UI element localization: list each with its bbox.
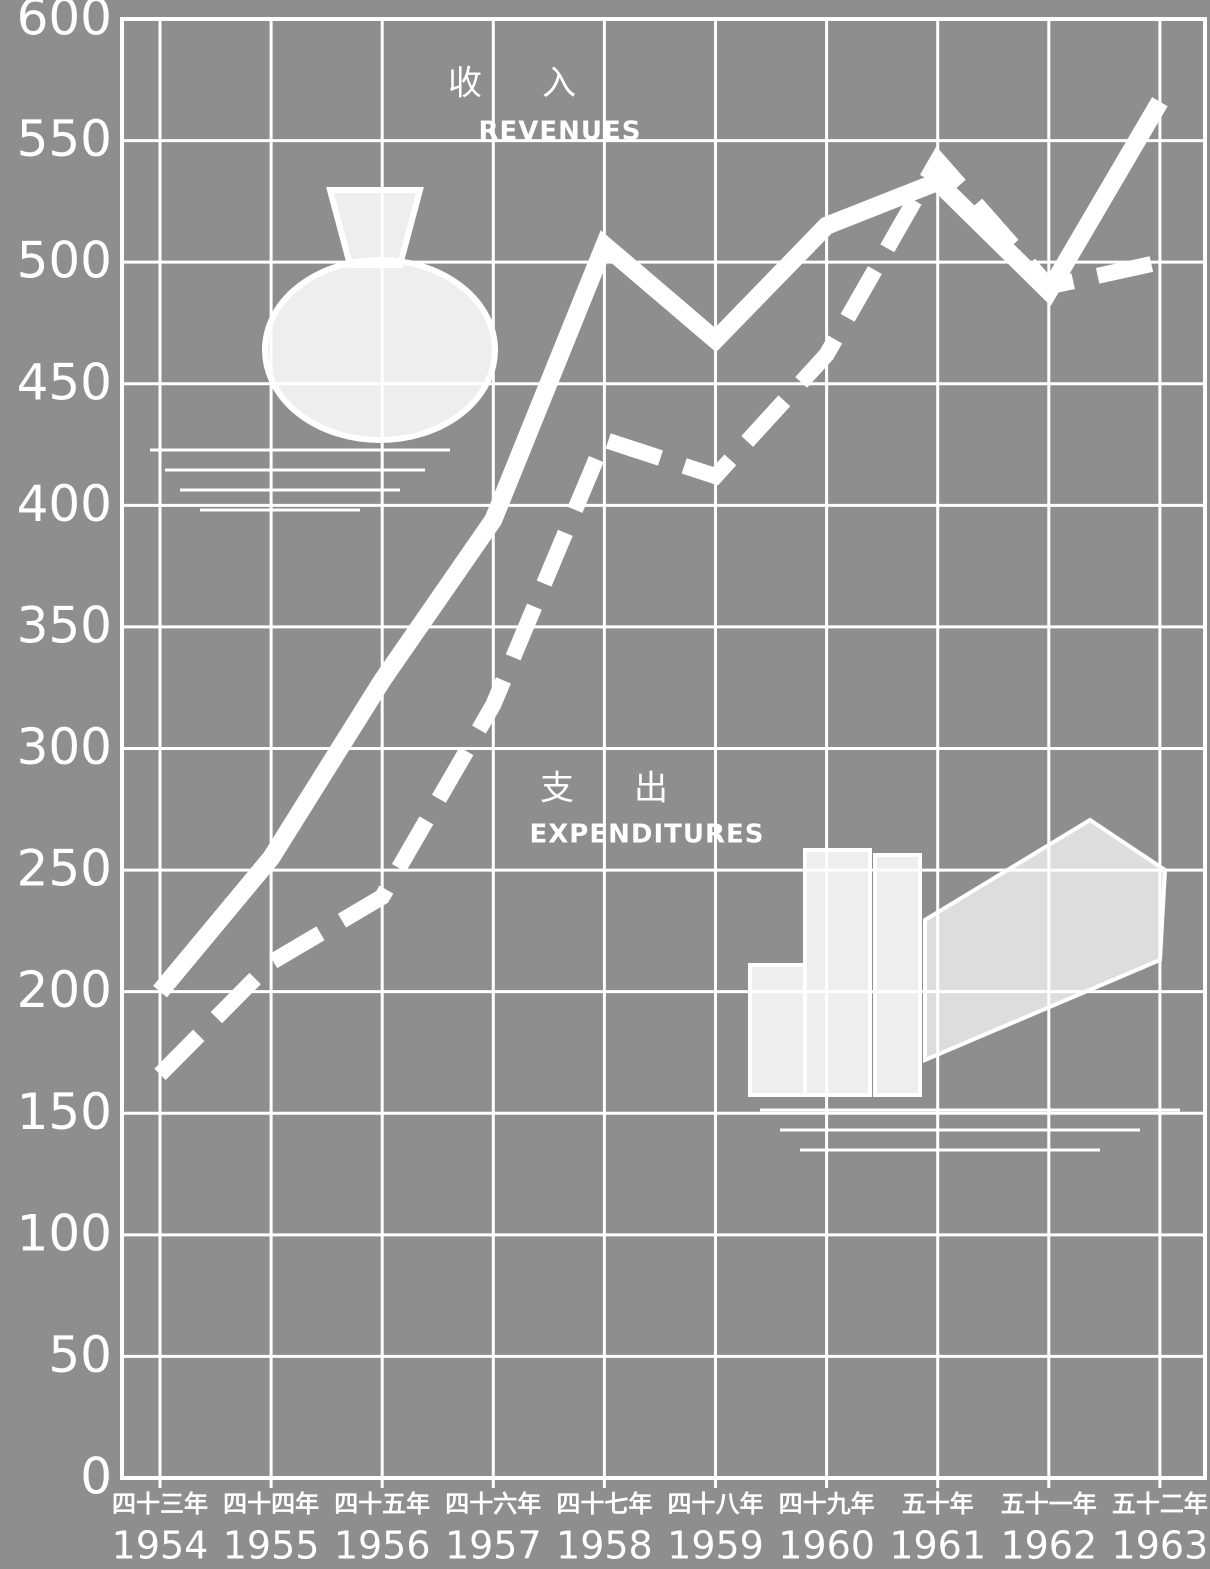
y-tick-label: 300 (17, 718, 112, 776)
x-tick-label: 1955 (223, 1524, 320, 1568)
y-tick-label: 350 (17, 596, 112, 654)
coins-and-notes (748, 817, 1180, 1152)
x-tick-label-zh: 四十五年 (334, 1490, 430, 1518)
expenditure-label: EXPENDITURES (530, 820, 765, 850)
y-tick-label: 150 (17, 1083, 112, 1141)
x-tick-label-zh: 四十三年 (112, 1490, 208, 1518)
x-tick-label: 1961 (889, 1524, 986, 1568)
y-tick-label: 400 (17, 475, 112, 533)
x-tick-label: 1957 (445, 1524, 542, 1568)
money-bag (150, 187, 498, 512)
x-tick-label-zh: 五十二年 (1112, 1490, 1208, 1518)
series-line (153, 97, 1168, 998)
y-tick-label: 550 (17, 110, 112, 168)
x-tick-label: 1963 (1112, 1524, 1209, 1568)
x-tick-label: 1954 (112, 1524, 209, 1568)
y-tick-label: 50 (48, 1326, 112, 1384)
y-tick-label: 100 (17, 1204, 112, 1262)
y-tick-label: 250 (17, 840, 112, 898)
y-tick-label: 0 (80, 1448, 112, 1506)
x-tick-label-zh: 五十一年 (1001, 1490, 1097, 1518)
y-tick-label: 600 (17, 0, 112, 47)
y-tick-label: 500 (17, 232, 112, 290)
x-tick-label: 1962 (1000, 1524, 1097, 1568)
expenditure-label-zh: 支出 (540, 769, 728, 809)
revenue-label-zh: 收入 (448, 64, 636, 104)
x-tick-label-zh: 四十九年 (779, 1490, 875, 1518)
x-tick-label: 1956 (334, 1524, 431, 1568)
series-line (154, 146, 1162, 1080)
x-tick-label: 1960 (778, 1524, 875, 1568)
x-tick-label-zh: 四十七年 (556, 1490, 652, 1518)
x-tick-label-zh: 四十六年 (445, 1490, 541, 1518)
y-tick-label: 450 (17, 353, 112, 411)
revenue-label: REVENUES (478, 117, 641, 147)
y-tick-label: 200 (17, 961, 112, 1019)
x-tick-label-zh: 五十年 (902, 1490, 974, 1518)
x-tick-label: 1958 (556, 1524, 653, 1568)
x-tick-label-zh: 四十四年 (223, 1490, 319, 1518)
x-tick-label-zh: 四十八年 (668, 1490, 764, 1518)
x-tick-label: 1959 (667, 1524, 764, 1568)
